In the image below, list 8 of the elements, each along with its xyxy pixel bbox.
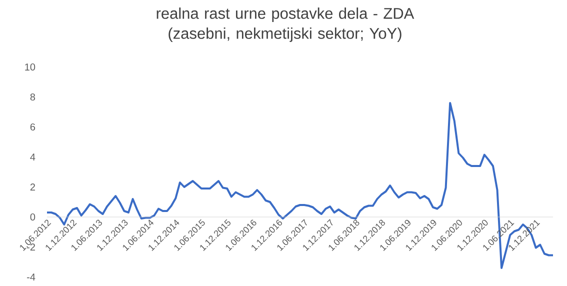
- y-tick-label: 8: [30, 93, 36, 101]
- y-tick-label: 6: [30, 123, 36, 131]
- y-tick-label: 2: [30, 184, 35, 190]
- y-tick-label: 0: [30, 213, 36, 221]
- y-tick-label: 4: [30, 154, 36, 160]
- chart-title: realna rast urne postavke dela - ZDA (zasebni, nekmetijski sektor; YoY): [156, 8, 414, 42]
- y-tick-label: 10: [25, 63, 36, 71]
- y-tick-label: -4: [27, 274, 36, 280]
